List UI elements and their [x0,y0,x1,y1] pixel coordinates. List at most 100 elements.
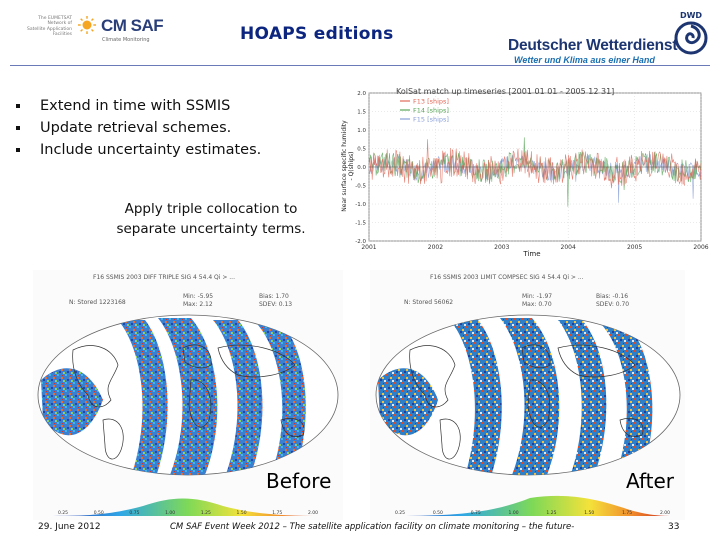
eumetsat-line: Satellite Application [26,26,72,32]
colorbar-tick-label: 1.50 [584,510,594,516]
colorbar-histogram [53,498,323,516]
colorbar-tick-label: 0.50 [433,510,443,516]
chart-title: KolSat match up timeseries [2001 01 01 -… [396,87,614,96]
y-tick-label: 2.0 [357,91,366,97]
y-tick-label: -1.0 [355,202,366,208]
colorbar: 0.25 0.50 0.75 1.00 1.25 1.50 1.75 2.00 [390,495,675,516]
y-tick-label: 0.5 [357,147,366,153]
page-number: 33 [668,522,680,532]
colorbar-tick-label: 1.75 [622,510,632,516]
footer-event: CM SAF Event Week 2012 – The satellite a… [170,522,575,532]
page-title: HOAPS editions [240,24,394,44]
colorbar-tick-label: 0.75 [129,510,139,516]
legend: F13 [ships] F14 [ships] F15 [ships] [400,98,449,124]
y-axis-label: Near surface specific humidity [341,120,348,212]
map-stat-min: Min: -5.95 [183,293,213,300]
note-line: separate uncertainty terms. [116,221,306,237]
bullet-text: Update retrieval schemes. [40,120,232,136]
y-tick-label: 1.5 [357,110,366,116]
colorbar-tick-label: 1.25 [201,510,211,516]
colorbar-tick-labels: 0.25 0.50 0.75 1.00 1.25 1.50 1.75 2.00 [58,510,318,516]
y-axis-label-2: - Q(ships) [348,151,355,180]
legend-entry-f13: F13 [ships] [413,98,449,106]
dwd-emblem-icon: DWD [674,11,708,55]
bullet-list: Extend in time with SSMIS Update retriev… [12,95,342,161]
y-tick-label: -0.5 [355,184,366,190]
map-stat-bias: Bias: 1.70 [259,293,289,300]
colorbar-tick-label: 1.75 [272,510,282,516]
colorbar-tick-label: 0.25 [395,510,405,516]
colorbar-tick-label: 2.00 [660,510,670,516]
x-tick-label: 2004 [561,244,576,251]
bullet-marker [16,104,20,108]
x-tick-label: 2006 [693,244,708,251]
colorbar-tick-label: 2.00 [308,510,318,516]
dwd-slogan: Wetter und Klima aus einer Hand [514,55,655,65]
footer-date: 29. June 2012 [38,522,101,532]
colorbar-tick-labels: 0.25 0.50 0.75 1.00 1.25 1.50 1.75 2.00 [395,510,670,516]
swath-data [41,318,306,475]
y-tick-labels: 2.0 1.5 1.0 0.5 0.0 -0.5 -1.0 -1.5 -2.0 [355,91,366,245]
x-tick-label: 2003 [494,244,509,251]
map-stat-max: Max: 0.70 [522,301,552,308]
map-after: F16 SSMIS 2003 LIMIT COMPSEC SIG 4 54.4 … [370,270,685,520]
colorbar-tick-label: 0.75 [471,510,481,516]
cmsaf-header-logo: The EUMETSAT Network of Satellite Applic… [6,10,166,50]
cmsaf-name: CM SAF [101,16,164,35]
chart-series [368,137,702,207]
eumetsat-line: Facilities [52,31,72,37]
x-tick-label: 2005 [627,244,642,251]
y-tick-label: 1.0 [357,128,366,134]
map-stat-min: Min: -1.97 [522,293,552,300]
eumetsat-line: The EUMETSAT [38,16,72,21]
dwd-name: Deutscher Wetterdienst [508,37,678,54]
legend-entry-f14: F14 [ships] [413,107,449,115]
x-tick-label: 2001 [361,244,376,251]
series-f13 [368,139,702,189]
map-stat-sdev: SDEV: 0.70 [596,301,629,308]
map-header: F16 SSMIS 2003 DIFF TRIPLE SIG 4 54.4 Qi… [93,274,235,281]
cmsaf-sun-icon [78,16,96,34]
colorbar: 0.25 0.50 0.75 1.00 1.25 1.50 1.75 2.00 [53,498,323,516]
x-tick-labels: 2001 2002 2003 2004 2005 2006 [361,244,708,251]
eumetsat-line: Network of [47,21,72,27]
map-after-label: After [626,469,675,493]
colorbar-tick-label: 1.25 [546,510,556,516]
coastlines [409,344,644,460]
x-tick-label: 2002 [428,244,443,251]
chart-grid [368,92,702,242]
note-line: Apply triple collocation to [124,201,298,217]
colorbar-tick-label: 0.50 [94,510,104,516]
bullet-marker [16,148,20,152]
header-divider [10,65,710,66]
legend-entry-f15: F15 [ships] [413,116,449,124]
map-stat-n: N: Stored 1223168 [69,299,126,306]
colorbar-tick-label: 1.00 [509,510,519,516]
bullet-item: Extend in time with SSMIS [12,95,342,117]
colorbar-tick-label: 1.50 [237,510,247,516]
x-axis-label: Time [522,250,540,258]
y-tick-label: -2.0 [355,239,366,245]
bullet-item: Update retrieval schemes. [12,117,342,139]
timeseries-chart: KolSat match up timeseries [2001 01 01 -… [336,86,712,258]
colorbar-tick-label: 0.25 [58,510,68,516]
map-stat-n: N: Stored 56062 [404,299,453,306]
colorbar-tick-label: 1.00 [165,510,175,516]
swath-data [378,318,653,475]
colorbar-histogram [390,495,675,516]
bullet-item: Include uncertainty estimates. [12,139,342,161]
cmsaf-subtitle: Climate Monitoring [102,37,150,43]
coastlines [72,344,305,460]
map-stat-sdev: SDEV: 0.13 [259,301,292,308]
y-tick-label: 0.0 [357,165,366,171]
map-before: F16 SSMIS 2003 DIFF TRIPLE SIG 4 54.4 Qi… [33,270,343,520]
dwd-logo: Deutscher Wetterdienst Wetter und Klima … [508,8,718,66]
map-header: F16 SSMIS 2003 LIMIT COMPSEC SIG 4 54.4 … [430,274,584,281]
map-stat-max: Max: 2.12 [183,301,213,308]
dwd-badge-text: DWD [680,11,702,20]
bullet-text: Extend in time with SSMIS [40,98,231,114]
bullet-text: Include uncertainty estimates. [40,142,262,158]
map-before-label: Before [266,469,331,493]
map-stat-bias: Bias: -0.16 [596,293,628,300]
y-tick-label: -1.5 [355,221,366,227]
